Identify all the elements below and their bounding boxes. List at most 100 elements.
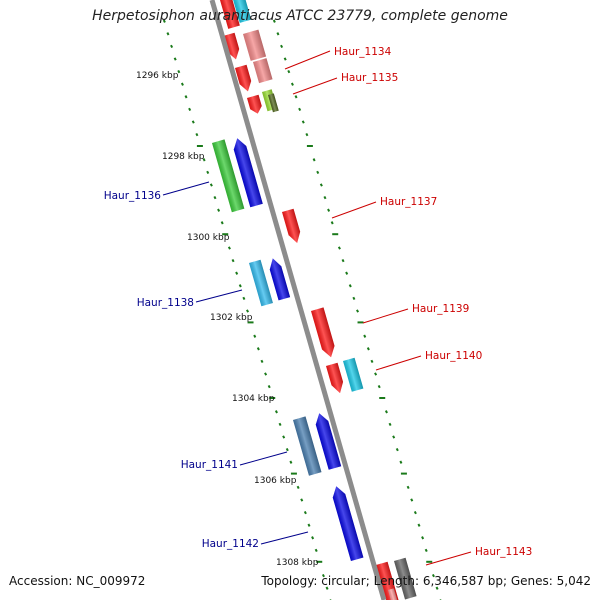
leader-line	[284, 50, 331, 70]
kbp-label: 1306 kbp	[254, 476, 297, 486]
minor-tick	[366, 347, 370, 351]
minor-tick	[231, 258, 235, 263]
minor-tick	[330, 221, 334, 225]
minor-tick	[202, 158, 206, 162]
leader-line	[425, 551, 472, 566]
minor-tick	[184, 95, 188, 99]
gene-haur-1135-shadow	[253, 58, 273, 84]
minor-tick	[272, 19, 276, 23]
leader-line	[195, 289, 243, 303]
minor-tick	[260, 359, 264, 364]
leader-line	[292, 77, 338, 95]
minor-tick	[220, 221, 224, 225]
accession-label: Accession:	[9, 574, 73, 588]
minor-tick	[290, 82, 294, 86]
minor-tick	[162, 19, 166, 23]
minor-tick	[264, 372, 268, 376]
minor-tick	[227, 246, 231, 250]
minor-tick	[435, 586, 439, 590]
gene-label[interactable]: Haur_1142	[202, 538, 259, 550]
minor-tick	[285, 447, 289, 452]
ruler-ticks-inner	[162, 19, 332, 600]
minor-tick	[209, 183, 213, 187]
length-value: 6,346,587 bp	[422, 574, 503, 588]
minor-tick	[323, 195, 327, 200]
minor-tick	[217, 208, 221, 212]
minor-tick	[173, 57, 177, 61]
kbp-label: 1298 kbp	[162, 152, 205, 162]
minor-tick	[191, 120, 195, 124]
minor-tick	[395, 447, 399, 452]
genes-label: Genes:	[510, 574, 553, 588]
minor-tick	[294, 95, 298, 99]
minor-tick	[278, 422, 282, 427]
minor-tick	[345, 271, 349, 275]
gene-haur-1142	[332, 486, 364, 562]
minor-tick	[352, 296, 356, 301]
gene-label[interactable]: Haur_1136	[104, 190, 162, 202]
kbp-label: 1308 kbp	[276, 558, 319, 568]
minor-tick	[305, 132, 309, 137]
gene-haur-1143c	[388, 588, 400, 600]
gene-labels: Haur_1134 Haur_1135 Haur_1136 Haur_1137 Haur…	[104, 46, 533, 558]
minor-tick	[327, 208, 331, 212]
minor-tick	[312, 158, 316, 162]
accession-value: NC_009972	[76, 574, 146, 588]
minor-tick	[319, 183, 323, 187]
leader-line	[162, 181, 210, 196]
genome-summary: Topology: circular; Length: 6,346,587 bp…	[261, 574, 591, 588]
kbp-scale-labels: 1296 kbp 1298 kbp 1300 kbp 1302 kbp 1304 kbp…	[136, 71, 319, 568]
kbp-label: 1300 kbp	[187, 233, 230, 243]
gene-label[interactable]: Haur_1143	[475, 546, 532, 558]
minor-tick	[384, 410, 388, 414]
minor-tick	[377, 384, 381, 389]
minor-tick	[274, 410, 278, 414]
map-title: Herpetosiphon aurantiacus ATCC 23779, co…	[92, 8, 508, 24]
minor-tick	[267, 384, 271, 389]
gene-features	[212, 0, 417, 600]
gene-label[interactable]: Haur_1141	[181, 459, 238, 471]
gene-haur-1140	[326, 362, 344, 394]
gene-label[interactable]: Haur_1138	[137, 297, 194, 309]
minor-tick	[424, 548, 428, 553]
gene-haur-1133	[220, 0, 240, 29]
minor-tick	[206, 170, 210, 175]
minor-tick	[195, 132, 199, 137]
leader-line	[239, 451, 288, 466]
minor-tick	[410, 498, 414, 502]
minor-tick	[296, 485, 300, 490]
minor-tick	[341, 258, 345, 263]
minor-tick	[298, 107, 302, 112]
minor-tick	[238, 284, 242, 288]
minor-tick	[303, 510, 307, 515]
gene-haur-1141	[293, 416, 322, 476]
gene-haur-1140b	[343, 357, 364, 392]
gene-label[interactable]: Haur_1140	[425, 350, 482, 362]
gene-label[interactable]: Haur_1134	[334, 46, 392, 58]
leader-line	[375, 355, 422, 371]
minor-tick	[316, 170, 320, 175]
length-label: Length:	[373, 574, 420, 588]
minor-tick	[235, 271, 239, 275]
minor-tick	[413, 510, 417, 515]
gene-label[interactable]: Haur_1135	[341, 72, 398, 84]
gene-haur-1134	[223, 32, 240, 60]
gene-label[interactable]: Haur_1137	[380, 196, 437, 208]
leader-line	[331, 201, 377, 219]
gene-haur-1138b	[269, 258, 291, 301]
minor-tick	[170, 44, 174, 49]
minor-tick	[392, 435, 396, 439]
minor-tick	[311, 536, 315, 540]
ruler-ticks-outer	[272, 19, 442, 600]
minor-tick	[180, 82, 184, 86]
minor-tick	[431, 573, 435, 578]
gene-haur-1134-shadow	[243, 29, 267, 61]
minor-tick	[399, 460, 403, 464]
minor-tick	[337, 246, 341, 250]
gene-haur-1139	[311, 307, 335, 358]
minor-tick	[188, 107, 192, 112]
leader-line	[260, 531, 309, 545]
gene-label[interactable]: Haur_1139	[412, 303, 469, 315]
minor-tick	[370, 359, 374, 364]
minor-tick	[253, 334, 257, 338]
